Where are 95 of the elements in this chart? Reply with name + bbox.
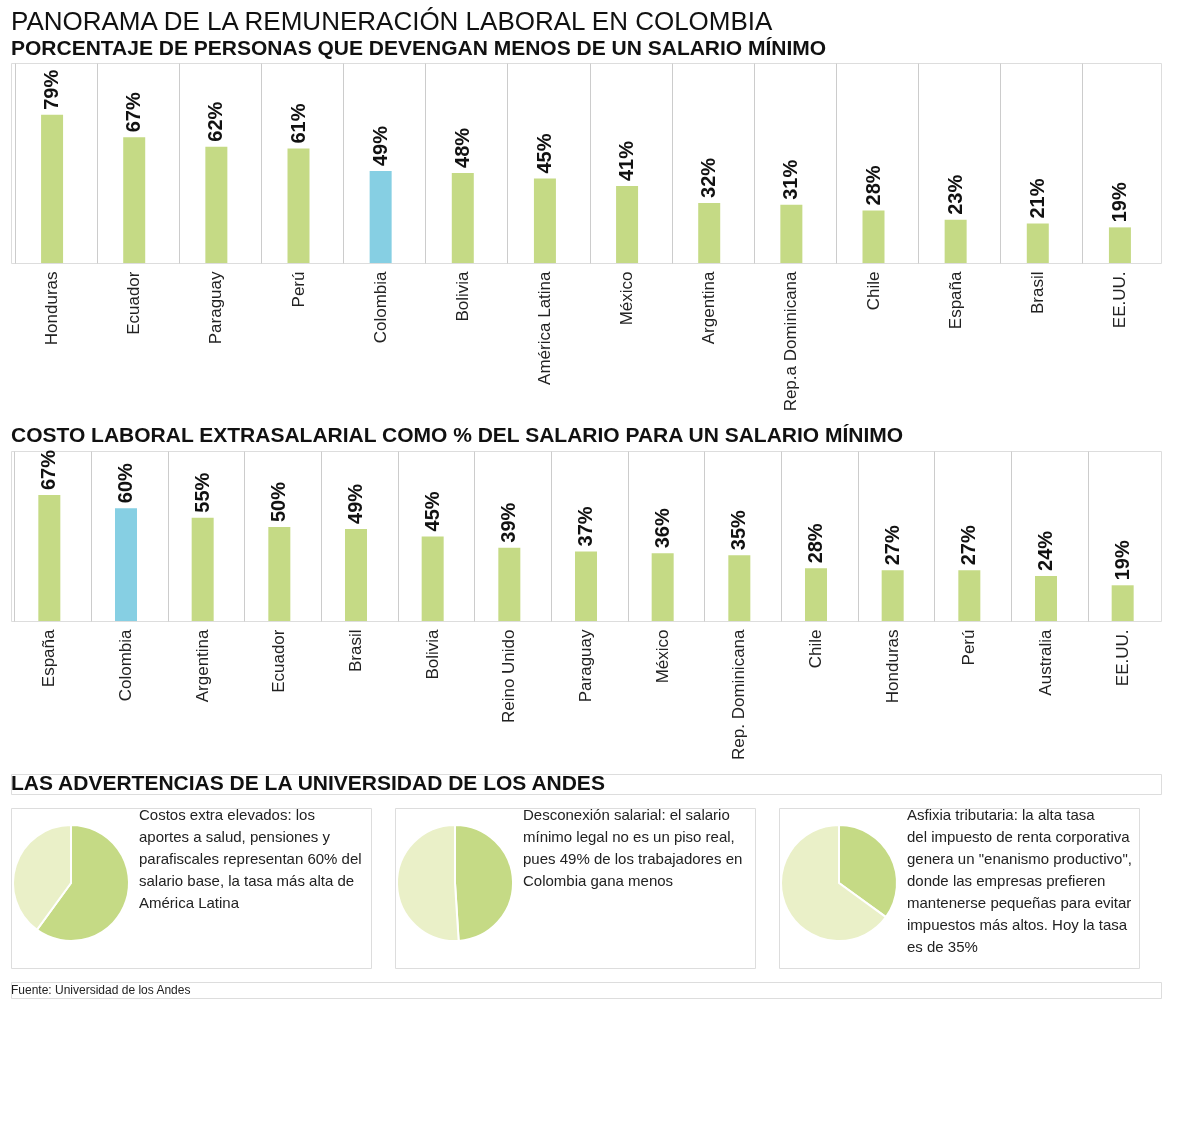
x-tick-label: España [39, 628, 59, 688]
x-tick-label: Paraguay [206, 271, 226, 345]
x-tick-label: Honduras [882, 629, 902, 704]
data-label: 35% [727, 509, 750, 551]
bar [533, 178, 556, 263]
x-tick-label: México [652, 629, 672, 684]
bar [728, 555, 751, 621]
data-label: 50% [267, 481, 290, 523]
bar [881, 570, 904, 621]
bar [38, 495, 61, 621]
bar [698, 202, 721, 263]
x-tick-label: Honduras [42, 271, 62, 346]
data-label: 67% [122, 92, 145, 133]
data-label: 32% [697, 157, 720, 198]
chart-title: PANORAMA DE LA REMUNERACIÓN LABORAL EN COLOMBIA [11, 6, 774, 36]
data-label: 55% [190, 472, 213, 513]
data-label: 19% [1107, 182, 1130, 223]
bar [191, 517, 214, 621]
x-tick-label: Australia [1036, 628, 1055, 696]
data-label: 45% [532, 133, 555, 174]
bar [268, 527, 291, 621]
bar [862, 210, 885, 263]
bar [205, 146, 228, 263]
bar [944, 219, 967, 263]
x-tick-label: España [945, 270, 965, 330]
data-label: 19% [1110, 540, 1133, 581]
data-label: 28% [804, 523, 826, 564]
bar [1111, 585, 1134, 621]
bar [780, 204, 803, 263]
bar [345, 528, 367, 621]
data-label: 36% [650, 508, 673, 549]
data-label: 39% [497, 502, 520, 543]
data-label: 60% [114, 462, 136, 504]
data-label: 62% [204, 101, 227, 142]
data-label: 31% [779, 159, 802, 200]
x-tick-label: EE.UU. [1109, 271, 1129, 329]
data-label: 79% [40, 69, 63, 110]
x-tick-label: Colombia [116, 628, 135, 702]
x-tick-label: Chile [863, 271, 883, 311]
bar [498, 547, 521, 621]
x-tick-label: Rep.a Dominicana [781, 270, 801, 412]
data-label: 45% [420, 491, 443, 532]
source-note: Fuente: Universidad de los Andes [11, 983, 191, 997]
text: Desconexión salarial: el salario mínimo legal no es un piso real, pues 49% de los trabajadores en Colombia gana menos [523, 806, 743, 889]
x-tick-label: EE.UU. [1112, 629, 1132, 687]
x-tick-label: Colombia [370, 270, 390, 344]
bar [575, 551, 597, 621]
data-label: 49% [344, 483, 366, 524]
data-label: 67% [37, 449, 60, 491]
data-label: 23% [943, 174, 966, 215]
bar [1108, 227, 1131, 263]
x-tick-label: Bolivia [422, 628, 442, 680]
x-tick-label: Perú [959, 629, 979, 666]
data-label: 27% [880, 525, 903, 566]
x-tick-label: Chile [806, 629, 825, 669]
x-tick-label: Ecuador [124, 271, 144, 335]
x-tick-label: Ecuador [269, 629, 289, 693]
bar [451, 172, 474, 263]
bar [805, 568, 827, 621]
data-label: 28% [861, 165, 884, 206]
data-label: 41% [615, 140, 638, 182]
bar [287, 148, 310, 263]
data-label: 61% [286, 103, 309, 144]
bar [123, 137, 146, 263]
data-label: 24% [1034, 530, 1056, 571]
text: Asfixia tributaria: la alta tasa del impuesto de renta corporativa genera un "enanismo productivo", donde las empresas prefieren mantenerse pequeñas para evitar impuestos más altos. Hoy la tasa es de 35% [907, 806, 1132, 955]
bar [1026, 223, 1049, 263]
data-label: 48% [450, 127, 473, 168]
x-tick-label: Argentina [192, 628, 212, 703]
x-tick-label: Brasil [1027, 271, 1047, 315]
x-tick-label: México [617, 271, 637, 326]
chart-subtitle: PORCENTAJE DE PERSONAS QUE DEVENGAN MENOS DE UN SALARIO MÍNIMO [11, 36, 827, 59]
bar [421, 536, 444, 621]
x-tick-label: Reino Unido [499, 629, 519, 724]
bar [369, 171, 392, 263]
bar [616, 186, 639, 263]
x-tick-label: Brasil [346, 629, 365, 673]
data-label: 37% [574, 506, 596, 547]
x-tick-label: Bolivia [452, 270, 472, 322]
x-tick-label: América Latina [534, 270, 554, 385]
x-tick-label: Rep. Dominicana [729, 628, 749, 760]
bar [1035, 575, 1057, 621]
bar [651, 553, 674, 621]
data-label: 21% [1025, 178, 1048, 219]
bar [958, 570, 981, 621]
text: Costos extra elevados: los aportes a salud, pensiones y parafiscales representan 60% del salario base, la tasa más alta de América Latina [139, 806, 362, 911]
text: LAS ADVERTENCIAS DE LA UNIVERSIDAD DE LOS ANDES [11, 771, 605, 794]
bar [41, 114, 64, 263]
x-tick-label: Argentina [699, 270, 719, 345]
x-tick-label: Perú [288, 271, 308, 308]
chart-title: COSTO LABORAL EXTRASALARIAL COMO % DEL SALARIO PARA UN SALARIO MÍNIMO [11, 423, 904, 447]
x-tick-label: Paraguay [576, 629, 595, 703]
data-label: 27% [957, 525, 980, 566]
data-label: 49% [368, 125, 391, 167]
bar [115, 508, 137, 621]
